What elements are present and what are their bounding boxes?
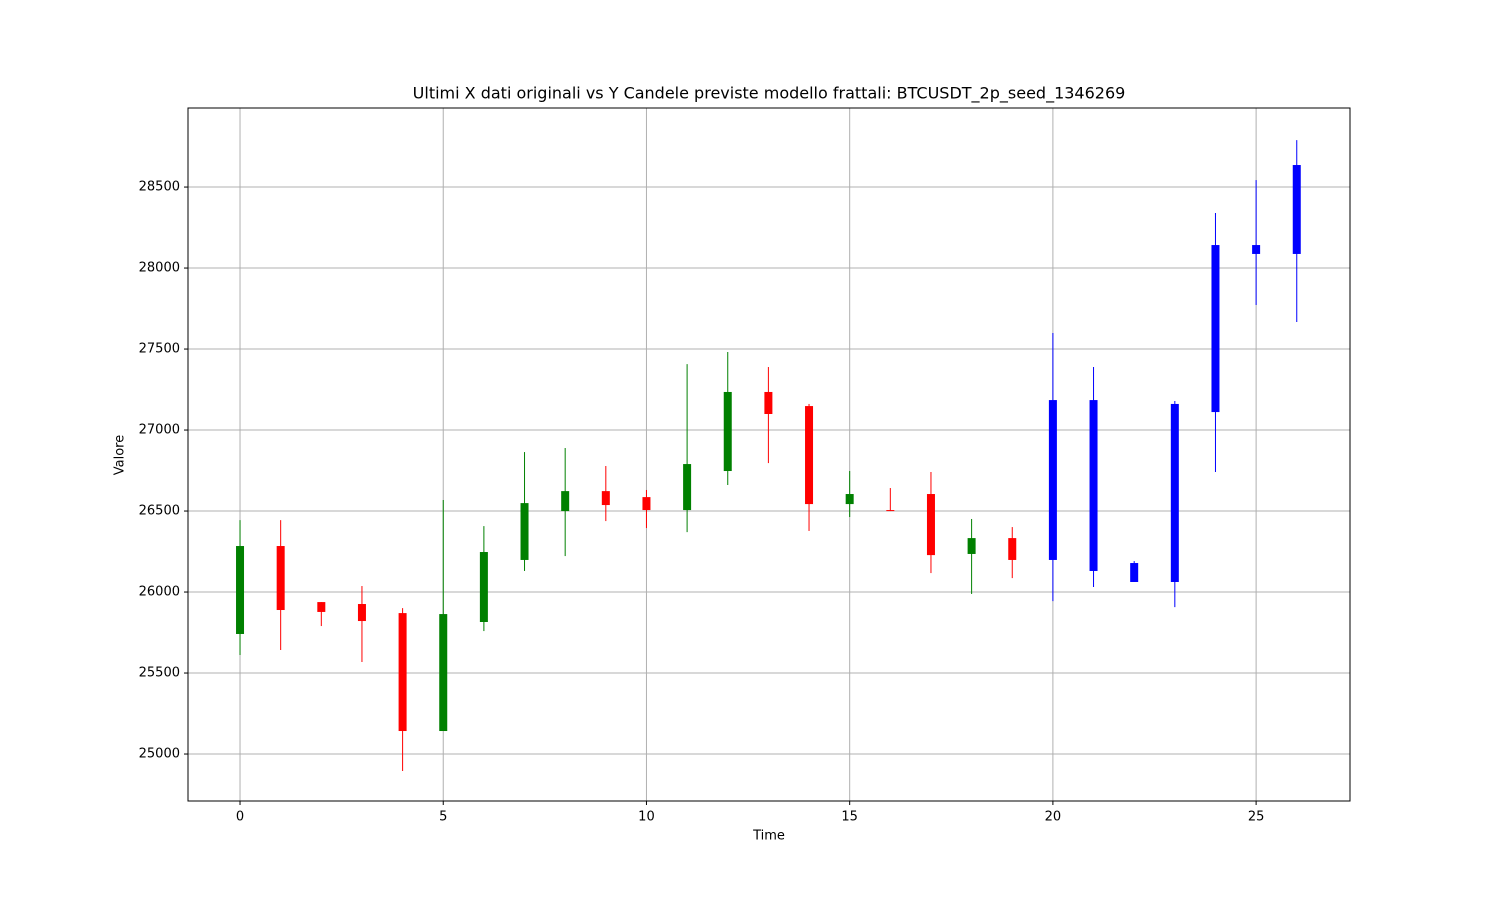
x-tick-label: 0 xyxy=(236,810,244,825)
candle-body xyxy=(317,602,326,612)
candle-body xyxy=(1211,245,1220,413)
candle-body xyxy=(479,552,488,622)
y-tick-label: 28500 xyxy=(139,180,180,195)
candle-body xyxy=(276,546,285,611)
candle-body xyxy=(398,613,407,732)
candle-body xyxy=(601,491,610,506)
candle-body xyxy=(1048,400,1057,560)
y-axis-label: Valore xyxy=(113,435,128,475)
candle-body xyxy=(926,494,935,556)
candle-body xyxy=(805,406,814,505)
x-tick-label: 5 xyxy=(439,810,447,825)
candle-body xyxy=(723,391,732,472)
y-tick-label: 27500 xyxy=(139,342,180,357)
x-axis-label: Time xyxy=(752,829,785,844)
candle-body xyxy=(845,494,854,505)
y-tick-label: 26000 xyxy=(139,585,180,600)
candle-body xyxy=(764,391,773,415)
candle-body xyxy=(520,503,529,560)
candle-body xyxy=(236,546,245,634)
candle-body xyxy=(1130,563,1139,582)
candle-body xyxy=(886,510,895,512)
candle-body xyxy=(357,604,366,622)
x-tick-label: 15 xyxy=(841,810,858,825)
chart-title: Ultimi X dati originali vs Y Candele pre… xyxy=(413,84,1126,104)
candle-body xyxy=(561,491,570,512)
candle-body xyxy=(683,464,692,511)
y-tick-label: 25000 xyxy=(139,747,180,762)
plot-frame xyxy=(187,107,1351,802)
y-tick-label: 27000 xyxy=(139,423,180,438)
candle-body xyxy=(1252,245,1261,254)
x-tick-label: 20 xyxy=(1045,810,1062,825)
candle-body xyxy=(967,538,976,554)
candle-body xyxy=(1170,403,1179,582)
x-tick-label: 10 xyxy=(638,810,655,825)
y-tick-label: 26500 xyxy=(139,504,180,519)
candle-body xyxy=(1008,538,1017,560)
y-tick-label: 28000 xyxy=(139,261,180,276)
candle-body xyxy=(1089,400,1098,571)
y-tick-label: 25500 xyxy=(139,666,180,681)
x-tick-label: 25 xyxy=(1248,810,1265,825)
candle-body xyxy=(1292,165,1301,254)
candle-body xyxy=(642,497,651,511)
candle-body xyxy=(439,614,448,732)
